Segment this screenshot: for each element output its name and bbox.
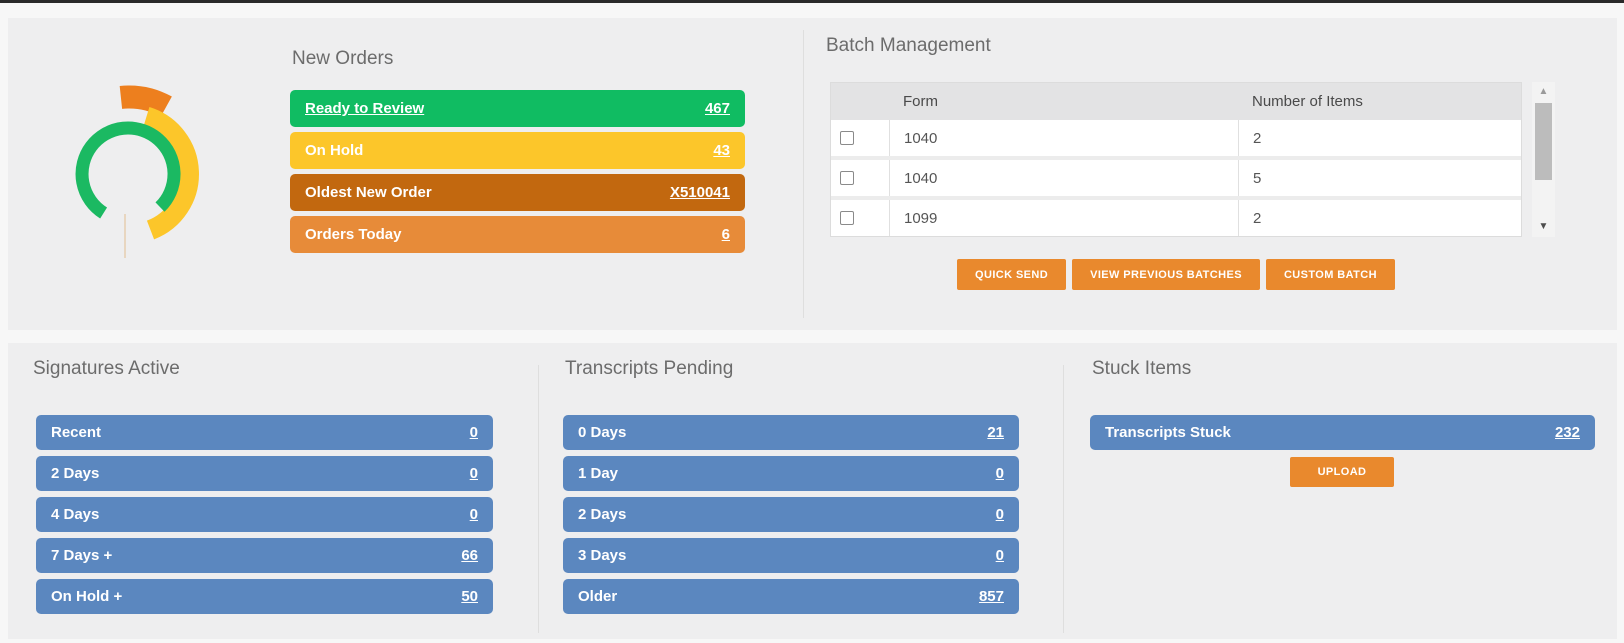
orders-gauge [75, 85, 199, 258]
stat-bar-3-days: 3 Days 0 [563, 538, 1019, 573]
older-value[interactable]: 857 [978, 588, 1004, 605]
stat-bar-1-day: 1 Day 0 [563, 456, 1019, 491]
top-panel: New Orders Ready to Review 467 On Hold 4… [8, 18, 1617, 330]
stat-bar-recent: Recent 0 [36, 415, 493, 450]
scroll-up-icon[interactable]: ▲ [1538, 86, 1549, 97]
4-days-value[interactable]: 0 [469, 506, 478, 523]
oldest-new-order-value[interactable]: X510041 [669, 184, 730, 201]
scroll-down-icon[interactable]: ▼ [1538, 221, 1549, 232]
2-days-label: 2 Days [51, 465, 100, 482]
stat-bar-orders-today: Orders Today 6 [290, 216, 745, 253]
tp-2-days-value[interactable]: 0 [995, 506, 1004, 523]
batch-table-header: Form Number of Items [831, 83, 1521, 120]
table-row: 1099 2 [831, 200, 1521, 236]
transcripts-pending-title: Transcripts Pending [565, 358, 734, 379]
on-hold-label: On Hold [305, 142, 364, 159]
0-days-label: 0 Days [578, 424, 627, 441]
3-days-value[interactable]: 0 [995, 547, 1004, 564]
cell-number-of-items: 5 [1238, 160, 1521, 196]
on-hold-plus-value[interactable]: 50 [461, 588, 478, 605]
gauge-orange-segment [119, 85, 172, 117]
orders-today-value[interactable]: 6 [721, 226, 730, 243]
transcripts-stuck-value[interactable]: 232 [1554, 424, 1580, 441]
cell-form: 1040 [889, 160, 1238, 196]
stat-bar-ready-to-review: Ready to Review 467 [290, 90, 745, 127]
stat-bar-0-days: 0 Days 21 [563, 415, 1019, 450]
table-row: 1040 2 [831, 120, 1521, 156]
tp-2-days-label: 2 Days [578, 506, 627, 523]
scrollbar-thumb[interactable] [1535, 103, 1552, 180]
4-days-label: 4 Days [51, 506, 100, 523]
recent-label: Recent [51, 424, 102, 441]
7-days-plus-value[interactable]: 66 [461, 547, 478, 564]
divider [538, 365, 539, 633]
7-days-plus-label: 7 Days + [51, 547, 113, 564]
column-header-form: Form [903, 93, 938, 110]
transcripts-stuck-label: Transcripts Stuck [1105, 424, 1231, 441]
custom-batch-button[interactable]: CUSTOM BATCH [1265, 259, 1395, 290]
bottom-panel: Signatures Active Recent 0 2 Days 0 4 Da… [8, 343, 1617, 639]
batch-table: Form Number of Items 1040 2 1040 5 1099 … [830, 82, 1522, 237]
ready-to-review-value[interactable]: 467 [704, 100, 730, 117]
cell-form: 1099 [889, 200, 1238, 236]
top-border [0, 0, 1624, 3]
column-header-number-of-items: Number of Items [1252, 93, 1363, 110]
new-orders-title: New Orders [292, 48, 394, 69]
divider [803, 30, 804, 318]
view-previous-batches-button[interactable]: VIEW PREVIOUS BATCHES [1072, 259, 1260, 290]
stat-bar-oldest-new-order: Oldest New Order X510041 [290, 174, 745, 211]
stat-bar-on-hold: On Hold 43 [290, 132, 745, 169]
cell-number-of-items: 2 [1238, 120, 1521, 156]
stat-bar-4-days: 4 Days 0 [36, 497, 493, 532]
oldest-new-order-label: Oldest New Order [305, 184, 432, 201]
on-hold-plus-label: On Hold + [51, 588, 123, 605]
cell-form: 1040 [889, 120, 1238, 156]
stat-bar-2-days: 2 Days 0 [36, 456, 493, 491]
1-day-label: 1 Day [578, 465, 619, 482]
quick-send-button[interactable]: QUICK SEND [957, 259, 1067, 290]
on-hold-value[interactable]: 43 [713, 142, 730, 159]
gauge-yellow-arc [143, 107, 199, 240]
gauge-green-arc [75, 121, 181, 219]
row-checkbox[interactable] [840, 171, 854, 185]
divider [1063, 365, 1064, 633]
stat-bar-on-hold-plus: On Hold + 50 [36, 579, 493, 614]
older-label: Older [578, 588, 618, 605]
ready-to-review-link[interactable]: Ready to Review [305, 100, 425, 117]
0-days-value[interactable]: 21 [987, 424, 1004, 441]
3-days-label: 3 Days [578, 547, 627, 564]
stat-bar-7-days-plus: 7 Days + 66 [36, 538, 493, 573]
1-day-value[interactable]: 0 [995, 465, 1004, 482]
batch-buttons-row: QUICK SEND VIEW PREVIOUS BATCHES CUSTOM … [830, 259, 1522, 290]
table-scrollbar[interactable]: ▲ ▼ [1532, 82, 1555, 237]
stat-bar-transcripts-stuck: Transcripts Stuck 232 [1090, 415, 1595, 450]
table-row: 1040 5 [831, 160, 1521, 196]
stuck-items-title: Stuck Items [1092, 358, 1192, 379]
batch-management-title: Batch Management [826, 35, 991, 56]
upload-button[interactable]: UPLOAD [1290, 457, 1394, 487]
row-checkbox[interactable] [840, 211, 854, 225]
stat-bar-tp-2-days: 2 Days 0 [563, 497, 1019, 532]
recent-value[interactable]: 0 [469, 424, 478, 441]
2-days-value[interactable]: 0 [469, 465, 478, 482]
stat-bar-older: Older 857 [563, 579, 1019, 614]
orders-today-label: Orders Today [305, 226, 402, 243]
signatures-active-title: Signatures Active [33, 358, 180, 379]
cell-number-of-items: 2 [1238, 200, 1521, 236]
row-checkbox[interactable] [840, 131, 854, 145]
